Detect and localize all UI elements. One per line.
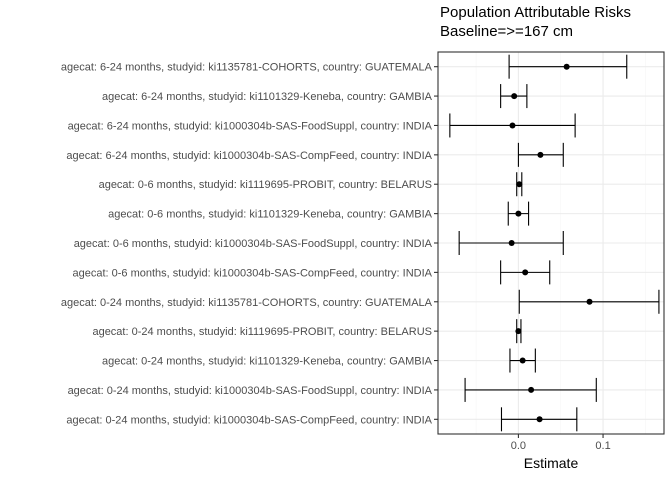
estimate-point [522,269,529,276]
estimate-point [511,93,518,100]
estimate-point [515,328,522,335]
y-tick-label: agecat: 0-6 months, studyid: ki1000304b-… [72,267,432,279]
chart-title: Population Attributable Risks [440,4,631,21]
estimate-point [516,181,523,188]
estimate-point [515,210,522,217]
chart-subtitle: Baseline=>=167 cm [440,23,574,40]
estimate-point [509,122,516,129]
estimate-point [519,357,526,364]
estimate-point [528,386,535,393]
y-tick-label: agecat: 0-6 months, studyid: ki1000304b-… [74,238,433,250]
y-tick-label: agecat: 0-24 months, studyid: ki1000304b… [66,414,432,426]
x-axis-label: Estimate [523,455,579,471]
y-tick-label: agecat: 0-24 months, studyid: ki1135781-… [61,297,433,309]
y-tick-label: agecat: 6-24 months, studyid: ki1135781-… [61,62,433,74]
y-tick-label: agecat: 0-6 months, studyid: ki1119695-P… [99,179,432,191]
y-tick-label: agecat: 0-24 months, studyid: ki1119695-… [92,326,432,338]
x-tick-label: 0.1 [595,440,610,452]
x-tick-label: 0.0 [511,440,526,452]
estimate-point [563,63,570,70]
y-tick-label: agecat: 6-24 months, studyid: ki1000304b… [66,150,432,162]
y-tick-label: agecat: 0-24 months, studyid: ki1000304b… [68,385,433,397]
estimate-point [508,240,515,246]
y-tick-label: agecat: 6-24 months, studyid: ki1101329-… [102,91,433,103]
y-tick-label: agecat: 0-6 months, studyid: ki1101329-K… [108,209,433,221]
estimate-point [586,298,593,305]
y-tick-label: agecat: 0-24 months, studyid: ki1101329-… [102,356,433,368]
estimate-point [537,151,544,158]
y-tick-label: agecat: 6-24 months, studyid: ki1000304b… [68,120,433,132]
estimate-point [536,416,543,423]
